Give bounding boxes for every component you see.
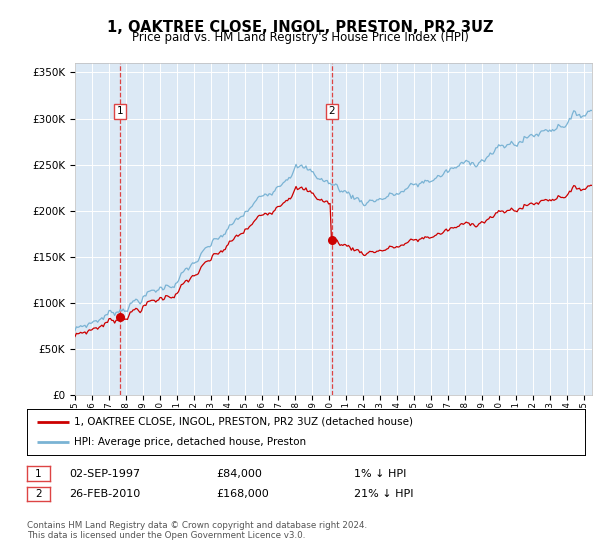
Text: 1: 1 (35, 469, 42, 479)
Text: 21% ↓ HPI: 21% ↓ HPI (354, 489, 413, 499)
Text: HPI: Average price, detached house, Preston: HPI: Average price, detached house, Pres… (74, 437, 307, 447)
Text: 1% ↓ HPI: 1% ↓ HPI (354, 469, 406, 479)
Text: Price paid vs. HM Land Registry's House Price Index (HPI): Price paid vs. HM Land Registry's House … (131, 31, 469, 44)
Text: £168,000: £168,000 (216, 489, 269, 499)
Text: 02-SEP-1997: 02-SEP-1997 (69, 469, 140, 479)
Text: 2: 2 (329, 106, 335, 116)
Text: 26-FEB-2010: 26-FEB-2010 (69, 489, 140, 499)
Text: 2: 2 (35, 489, 42, 499)
Text: 1: 1 (117, 106, 124, 116)
Text: 1, OAKTREE CLOSE, INGOL, PRESTON, PR2 3UZ: 1, OAKTREE CLOSE, INGOL, PRESTON, PR2 3U… (107, 20, 493, 35)
Text: £84,000: £84,000 (216, 469, 262, 479)
Text: Contains HM Land Registry data © Crown copyright and database right 2024.
This d: Contains HM Land Registry data © Crown c… (27, 521, 367, 540)
Text: 1, OAKTREE CLOSE, INGOL, PRESTON, PR2 3UZ (detached house): 1, OAKTREE CLOSE, INGOL, PRESTON, PR2 3U… (74, 417, 413, 427)
